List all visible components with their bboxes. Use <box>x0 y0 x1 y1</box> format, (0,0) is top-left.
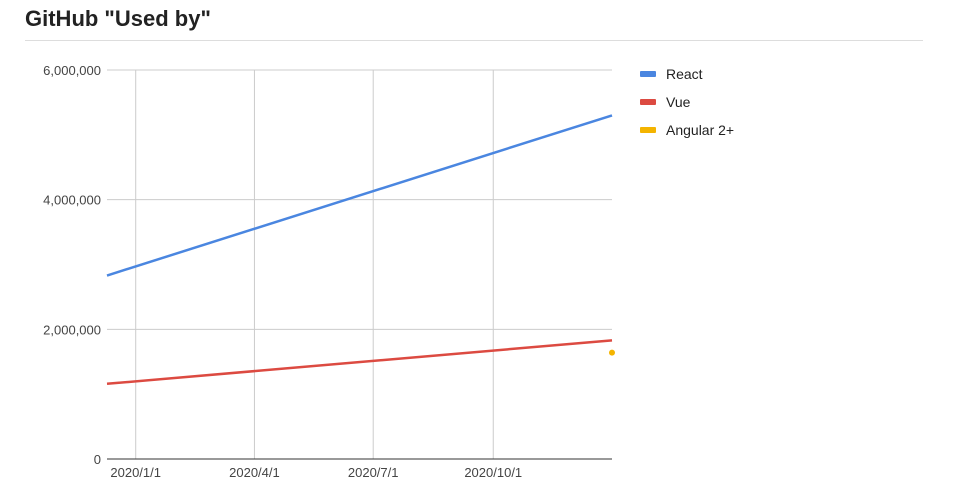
x-tick-label: 2020/4/1 <box>229 465 280 480</box>
x-tick-label: 2020/7/1 <box>348 465 399 480</box>
legend-item-vue: Vue <box>640 88 734 116</box>
legend-label: Angular 2+ <box>666 122 735 138</box>
legend-label: React <box>666 66 703 82</box>
y-axis-ticks: 0 2,000,000 4,000,000 6,000,000 <box>43 63 101 467</box>
y-tick-label: 4,000,000 <box>43 193 101 208</box>
vertical-gridlines <box>135 70 494 459</box>
title-divider <box>25 40 923 41</box>
y-tick-label: 6,000,000 <box>43 63 101 78</box>
x-axis-ticks: 2020/1/1 2020/4/1 2020/7/1 2020/10/1 <box>110 465 522 480</box>
series-lines <box>106 114 615 386</box>
series-line-react <box>106 114 613 277</box>
legend-swatch <box>640 99 656 105</box>
y-tick-label: 2,000,000 <box>43 322 101 337</box>
horizontal-gridlines <box>107 69 612 330</box>
x-tick-label: 2020/1/1 <box>110 465 161 480</box>
x-tick-label: 2020/10/1 <box>464 465 522 480</box>
legend-swatch <box>640 127 656 133</box>
legend-label: Vue <box>666 94 691 110</box>
chart-legend: React Vue Angular 2+ <box>640 60 734 144</box>
series-line-vue <box>106 339 613 386</box>
series-point-angular-2 <box>609 349 615 356</box>
legend-item-angular-2: Angular 2+ <box>640 116 734 144</box>
legend-swatch <box>640 71 656 77</box>
legend-item-react: React <box>640 60 734 88</box>
chart-title: GitHub "Used by" <box>25 6 211 31</box>
y-tick-label: 0 <box>94 452 101 467</box>
